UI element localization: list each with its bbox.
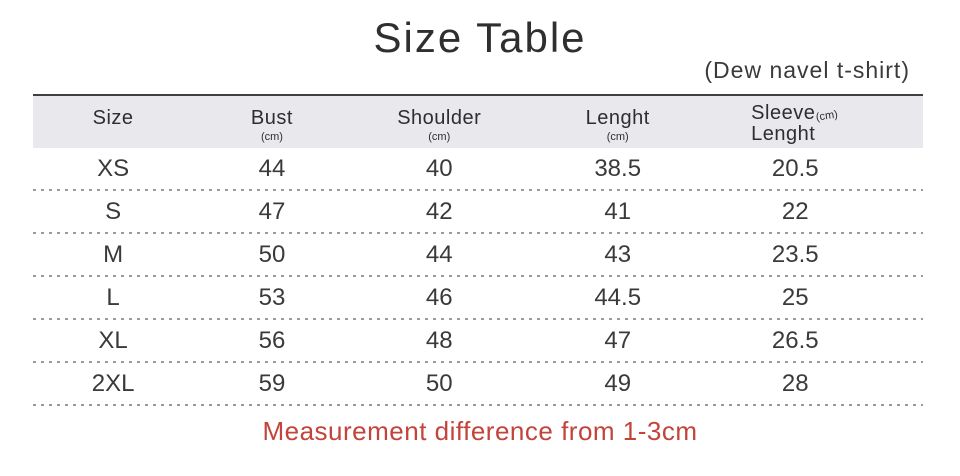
row-separator [33, 404, 923, 406]
cell-lenght: 38.5 [594, 154, 642, 182]
column-header-label: Shoulder [397, 107, 482, 129]
column-header-size: Size [33, 96, 193, 148]
product-subtitle: (Dew navel t-shirt) [704, 57, 910, 83]
row-separator [33, 361, 923, 363]
column-header-label: Lenght [585, 107, 650, 129]
cell-bust: 53 [258, 283, 286, 311]
column-header-sleeve-lenght: Sleeve Lenght (cm) [708, 96, 923, 148]
column-header-label: Bust [250, 107, 293, 129]
table-top-border [33, 94, 923, 96]
table-row-2xl: 2XL 59 50 49 28 [33, 363, 923, 404]
cell-shoulder: 46 [425, 283, 453, 311]
cell-bust: 47 [258, 197, 286, 225]
column-header-unit: (cm) [815, 108, 839, 124]
cell-lenght: 43 [604, 240, 632, 268]
cell-shoulder: 40 [425, 154, 453, 182]
column-header-lenght: Lenght (cm) [528, 96, 708, 148]
column-header-unit: (cm) [260, 131, 283, 143]
column-header-unit: (cm) [606, 131, 629, 143]
table-header-row: Size Bust (cm) Shoulder (cm) Lenght (cm)… [33, 96, 923, 148]
cell-bust: 59 [258, 369, 286, 397]
row-separator [33, 275, 923, 277]
cell-sleeve-lenght: 25 [781, 283, 809, 311]
cell-bust: 44 [258, 154, 286, 182]
cell-shoulder: 50 [425, 369, 453, 397]
table-row-s: S 47 42 41 22 [33, 191, 923, 232]
cell-sleeve-lenght: 23.5 [771, 240, 819, 268]
column-header-label: Sleeve Lenght [751, 102, 816, 145]
cell-sleeve-lenght: 22 [781, 197, 809, 225]
row-separator [33, 232, 923, 234]
cell-shoulder: 42 [425, 197, 453, 225]
cell-sleeve-lenght: 26.5 [771, 326, 819, 354]
cell-size: 2XL [91, 369, 135, 397]
table-row-l: L 53 46 44.5 25 [33, 277, 923, 318]
cell-size: XL [98, 326, 128, 354]
measurement-note: Measurement difference from 1-3cm [262, 416, 698, 446]
table-row-xs: XS 44 40 38.5 20.5 [33, 148, 923, 189]
page-title: Size Table [373, 14, 587, 61]
cell-bust: 50 [258, 240, 286, 268]
size-table: Size Bust (cm) Shoulder (cm) Lenght (cm)… [33, 94, 923, 406]
cell-lenght: 49 [604, 369, 632, 397]
cell-shoulder: 48 [425, 326, 453, 354]
cell-lenght: 41 [604, 197, 632, 225]
cell-size: S [105, 197, 122, 225]
row-separator [33, 318, 923, 320]
cell-bust: 56 [258, 326, 286, 354]
cell-size: L [106, 283, 120, 311]
column-header-label: Size [92, 107, 134, 129]
column-header-bust: Bust (cm) [193, 96, 351, 148]
cell-lenght: 47 [604, 326, 632, 354]
table-row-m: M 50 44 43 23.5 [33, 234, 923, 275]
cell-sleeve-lenght: 20.5 [771, 154, 819, 182]
table-row-xl: XL 56 48 47 26.5 [33, 320, 923, 361]
cell-shoulder: 44 [425, 240, 453, 268]
row-separator [33, 189, 923, 191]
cell-size: XS [97, 154, 130, 182]
cell-lenght: 44.5 [594, 283, 642, 311]
column-header-unit: (cm) [428, 131, 451, 143]
cell-size: M [103, 240, 124, 268]
column-header-shoulder: Shoulder (cm) [351, 96, 528, 148]
cell-sleeve-lenght: 28 [781, 369, 809, 397]
